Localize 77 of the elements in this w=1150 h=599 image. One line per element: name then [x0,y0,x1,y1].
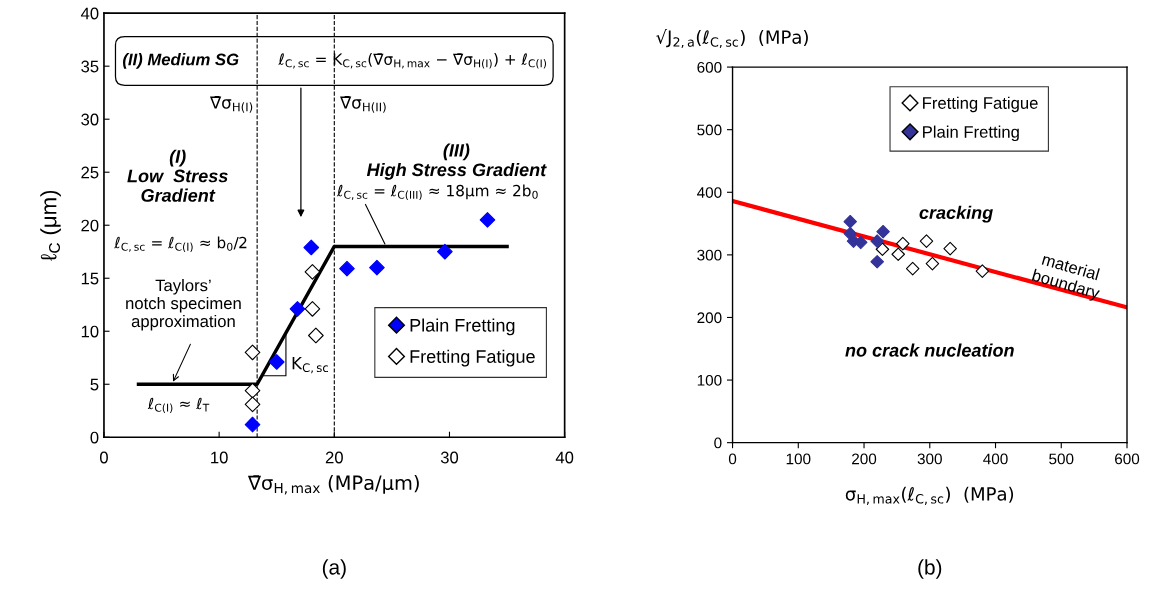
legend-label: Plain Fretting [410,318,515,336]
annotation: cracking [919,205,993,223]
y-tick-label: 100 [697,374,722,386]
y-axis-title: ℓ$_{C}$ (μm) [40,190,61,261]
point [339,260,355,277]
text: (b) [918,559,942,579]
x-axis-title: σ$_{H,max}$(ℓ$_{C,sc}$) (MPa) [845,486,1014,505]
point [870,234,884,248]
annotation: (I) Low Stress Gradient [127,149,228,202]
x-tick-label: 300 [917,453,942,465]
point [875,242,890,257]
point [905,261,920,276]
annotation: (III) High Stress Gradient [366,143,547,180]
annotation: ℓ$_{C,sc}$ = ℓ$_{C(III)}$ ≈ 18μm ≈ 2b$_{0}$ [336,184,538,201]
legend-label: Fretting Fatigue [923,96,1038,113]
point [244,396,261,413]
y-tick-label: 20 [81,219,99,232]
y-axis-title: √J$_{2,a}$(ℓ$_{C,sc}$) (MPa) [656,28,808,49]
x-tick-label: 0 [728,453,737,465]
annotation: ℓ$_{C(I)}$ ≈ ℓ$_{T}$ [147,397,210,413]
legend-label: Plain Fretting [923,125,1019,142]
point [843,214,857,229]
x-tick-label: 400 [983,453,1008,465]
point [437,243,453,260]
x-tick-label: 200 [852,453,877,465]
x-tick-label: 0 [99,451,108,464]
annotation: no crack nucleation [845,343,1014,357]
ref-line-label: ∇̄σ$_{H(II)}$ [340,96,386,113]
x-tick-label: 100 [786,453,811,465]
y-tick-label: 5 [90,378,99,391]
y-tick-label: 200 [697,312,722,324]
point [876,224,890,239]
y-tick-label: 25 [81,166,99,179]
point [891,247,905,262]
y-tick-label: 0 [90,431,99,444]
point [244,344,261,361]
point [919,234,934,248]
y-tick-label: 500 [697,124,722,136]
y-tick-label: 30 [81,113,99,126]
x-tick-label: 600 [1115,453,1140,465]
point [304,301,321,317]
point [244,416,261,433]
point [289,301,306,317]
point [870,254,884,269]
x-tick-label: 30 [440,451,459,464]
annotation: Taylors’ notch specimen approximation [126,279,241,331]
x-tick-label: 10 [211,451,228,464]
point [479,212,496,228]
y-tick-label: 300 [697,249,722,261]
x-tick-label: 500 [1049,453,1074,465]
annotation: (II) Medium SG [122,53,239,69]
y-tick-label: 600 [697,61,722,73]
y-tick-label: 0 [714,437,722,449]
ref-line-label: ∇̄σ$_{H(I)}$ [209,96,253,113]
point [925,256,940,271]
x-tick-label: 40 [555,451,574,464]
point [303,239,320,256]
point [308,327,324,344]
text: (a) [322,559,346,579]
point [896,236,910,251]
x-axis-title: ∇̄σ$_{H,max}$ (MPa/μm) [247,475,419,495]
point [244,382,261,399]
text: ℓ$_{C,sc}$ = K$_{C,sc}$(∇̄σ$_{H,max}$ − ∇̄σ$_{H(I)}$) + ℓ$_{C(I)}$ [278,53,547,69]
point [304,264,321,280]
legend-label: Fretting Fatigue [410,349,535,367]
x-tick-label: 20 [325,451,343,464]
annotation: ℓ$_{C,sc}$ = ℓ$_{C(I)}$ ≈ b$_{0}$/2 [114,236,247,253]
y-tick-label: 35 [81,60,99,73]
y-tick-label: 40 [80,7,99,20]
annotation: K$_{C,sc}$ [292,357,329,374]
y-tick-label: 15 [81,272,99,285]
point [268,354,285,370]
y-tick-label: 10 [81,325,99,338]
point [975,264,990,278]
y-tick-label: 400 [697,187,722,198]
point [943,241,957,256]
point [369,259,385,276]
